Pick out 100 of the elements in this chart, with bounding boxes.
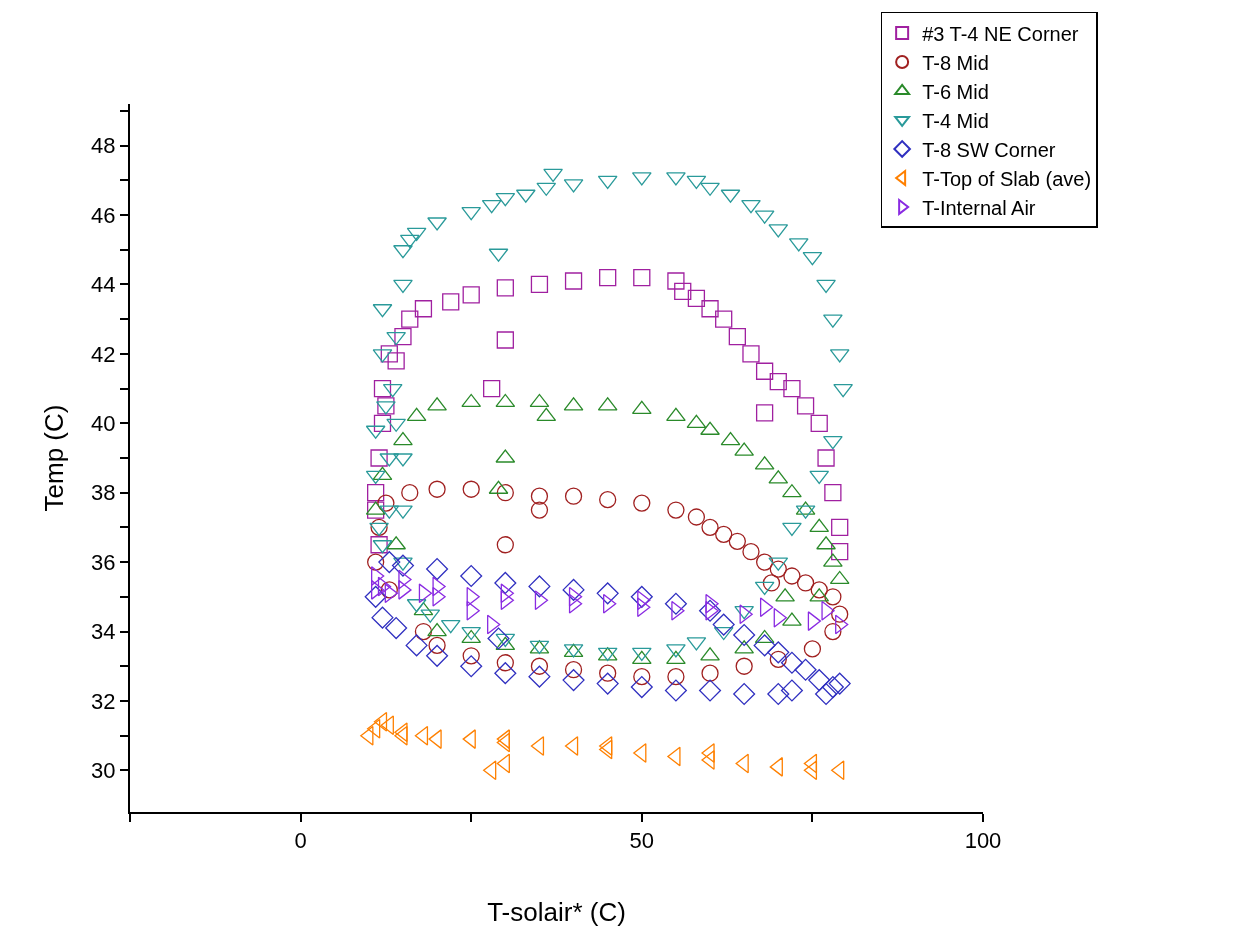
point xyxy=(803,640,822,658)
point xyxy=(414,300,433,318)
point xyxy=(701,518,719,537)
point xyxy=(664,592,687,615)
x-tick-label: 0 xyxy=(294,828,307,854)
point xyxy=(728,532,746,550)
point xyxy=(831,518,849,537)
point xyxy=(824,484,842,502)
point xyxy=(483,379,501,398)
point xyxy=(742,543,760,561)
x-tick-label: 100 xyxy=(964,828,1002,854)
point xyxy=(831,605,849,623)
point xyxy=(762,574,781,592)
point xyxy=(775,588,795,602)
point xyxy=(373,379,392,398)
point xyxy=(462,647,480,665)
point xyxy=(674,282,692,301)
point xyxy=(633,268,651,287)
point xyxy=(698,599,722,622)
point xyxy=(700,421,720,435)
point xyxy=(733,623,756,647)
point xyxy=(782,612,802,626)
point xyxy=(367,501,385,519)
point xyxy=(599,491,617,509)
point xyxy=(667,272,685,290)
point xyxy=(461,393,482,408)
point xyxy=(769,560,787,578)
point xyxy=(530,501,549,519)
point xyxy=(633,668,651,686)
point xyxy=(755,362,774,380)
point xyxy=(377,397,395,415)
point xyxy=(494,571,517,594)
y-axis-title: Temp (C) xyxy=(39,404,70,512)
point xyxy=(599,268,617,287)
point xyxy=(494,662,517,685)
point xyxy=(496,484,514,502)
point xyxy=(687,289,706,307)
point xyxy=(596,582,619,605)
point xyxy=(562,578,585,601)
point xyxy=(367,553,385,571)
point xyxy=(370,536,388,554)
point xyxy=(596,672,619,695)
point xyxy=(564,487,583,505)
point xyxy=(796,397,815,415)
point xyxy=(810,581,828,599)
point xyxy=(462,480,480,498)
point xyxy=(824,588,842,606)
point xyxy=(426,558,449,581)
point xyxy=(829,570,850,585)
point xyxy=(427,397,447,411)
y-tick-label: 42 xyxy=(91,341,116,367)
point xyxy=(530,275,549,294)
point xyxy=(530,487,549,505)
point xyxy=(733,682,756,706)
y-tick-label: 46 xyxy=(91,202,116,228)
x-tick-label: 50 xyxy=(629,828,655,854)
point xyxy=(633,494,651,512)
point xyxy=(391,554,415,577)
point xyxy=(414,622,433,641)
point xyxy=(630,585,653,608)
point xyxy=(783,567,801,585)
point xyxy=(728,327,746,346)
point xyxy=(568,593,583,614)
point xyxy=(759,597,774,618)
point xyxy=(496,536,514,554)
point xyxy=(808,669,831,692)
point xyxy=(755,404,774,422)
point xyxy=(564,661,583,679)
point xyxy=(687,508,706,526)
point xyxy=(631,400,652,415)
point xyxy=(428,636,446,655)
legend-label: T-8 Mid xyxy=(922,51,989,74)
point xyxy=(364,585,387,608)
point xyxy=(767,641,790,664)
point xyxy=(735,657,753,675)
point xyxy=(599,736,613,756)
y-tick-label: 30 xyxy=(91,758,116,784)
point xyxy=(496,331,514,349)
point xyxy=(385,617,408,640)
point xyxy=(528,575,551,598)
point xyxy=(767,682,790,706)
point xyxy=(380,345,398,363)
point xyxy=(809,518,830,533)
point xyxy=(698,679,722,702)
point xyxy=(701,300,719,318)
point xyxy=(803,753,818,774)
point xyxy=(780,679,803,702)
point xyxy=(754,629,775,644)
point xyxy=(712,613,735,636)
point xyxy=(371,606,394,629)
point xyxy=(568,586,583,607)
point xyxy=(401,484,419,502)
point xyxy=(769,373,787,391)
point xyxy=(462,286,480,304)
point xyxy=(534,590,549,611)
point xyxy=(460,564,483,588)
legend-label: T-Top of Slab (ave) xyxy=(922,167,1092,190)
point xyxy=(700,647,720,661)
point xyxy=(701,664,719,682)
point xyxy=(742,345,760,363)
